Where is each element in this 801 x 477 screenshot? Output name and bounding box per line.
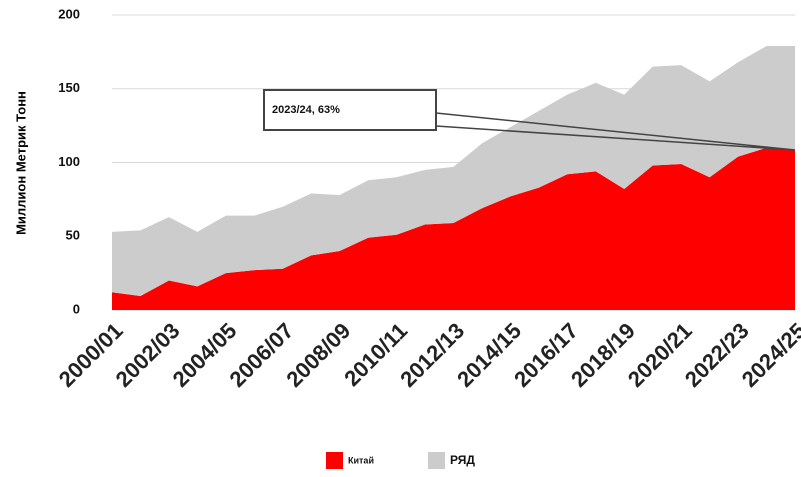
legend-swatch bbox=[428, 452, 445, 469]
legend-label: Китай bbox=[348, 455, 374, 465]
y-tick-label: 50 bbox=[66, 228, 80, 243]
y-tick-label: 200 bbox=[58, 6, 80, 21]
area bbox=[112, 45, 795, 296]
callout-pointer bbox=[435, 112, 796, 151]
area bbox=[112, 147, 795, 310]
annotation: 2023/24, 63% bbox=[263, 89, 796, 151]
x-tick-label: 2008/09 bbox=[281, 318, 355, 392]
legend-swatch bbox=[326, 452, 343, 469]
y-tick-label: 0 bbox=[73, 301, 80, 316]
y-axis-label: Миллион Метрик Тонн bbox=[13, 91, 28, 235]
y-tick-label: 150 bbox=[58, 80, 80, 95]
legend-label: РЯД bbox=[450, 453, 475, 467]
annotation-box bbox=[263, 89, 437, 131]
y-tick-label: 100 bbox=[58, 154, 80, 169]
annotation-text: 2023/24, 63% bbox=[272, 104, 340, 116]
